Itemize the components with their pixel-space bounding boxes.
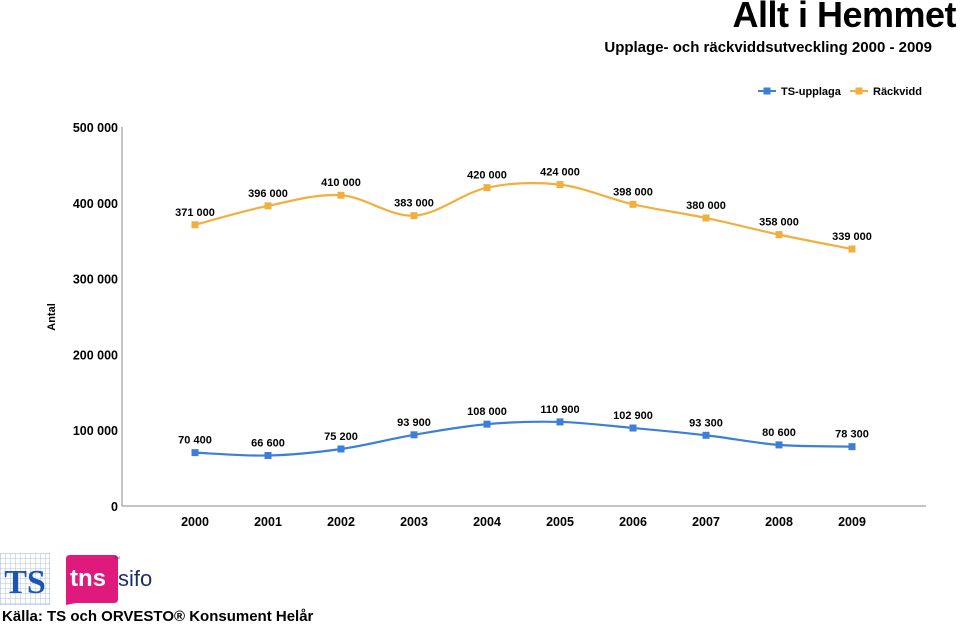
ts-logo: TS [0,553,50,605]
data-point [483,184,491,192]
data-point [264,202,272,210]
source-note: Källa: TS och ORVESTO® Konsument Helår [2,608,314,625]
y-axis-label: Antal [46,303,58,331]
legend-label: TS-upplaga [781,86,842,98]
data-point [629,200,637,208]
data-point [556,181,564,189]
data-point [848,245,856,253]
y-tick-label: 400 000 [73,197,118,211]
data-point [556,418,564,426]
data-label: 358 000 [759,217,799,229]
data-point [702,431,710,439]
data-label: 108 000 [467,406,507,418]
data-label: 420 000 [467,170,507,182]
data-label: 80 600 [762,427,796,439]
data-label: 70 400 [178,435,212,447]
data-point [264,452,272,460]
y-tick-label: 100 000 [73,424,118,438]
y-tick-label: 0 [111,500,118,514]
x-tick-label: 2006 [619,515,647,529]
legend-label: Räckvidd [873,86,922,98]
data-point [337,191,345,199]
data-label: 410 000 [321,177,361,189]
x-tick-label: 2009 [838,515,866,529]
x-tick-label: 2002 [327,515,355,529]
page-subtitle: Upplage- och räckviddsutveckling 2000 - … [604,39,932,56]
series-line [194,181,853,251]
svg-text:tns: tns [70,565,106,592]
series-ts-upplaga: 70 400 66 600 75 200 93 900 108 000 110 900 10… [178,404,869,460]
data-label: 396 000 [248,188,288,200]
series-layer: 70 400 66 600 75 200 93 900 108 000 110 900 10… [175,167,872,460]
data-label: 93 300 [689,417,723,429]
data-point [629,424,637,432]
data-point [191,221,199,229]
data-label: 339 000 [832,231,872,243]
data-label: 102 900 [613,410,653,422]
legend-item: TS-upplaga [758,86,842,98]
tns-sifo-logo: tns sifo TM [66,555,152,605]
legend-item: Räckvidd [850,86,922,98]
data-point [410,212,418,220]
svg-text:sifo: sifo [118,566,152,591]
data-label: 383 000 [394,198,434,210]
data-label: 93 900 [397,417,431,429]
ts-logo-text: TS [4,564,46,601]
data-point [410,431,418,439]
chart-legend: TS-upplaga Räckvidd [758,86,922,98]
x-tick-label: 2004 [473,515,501,529]
x-tick-label: 2001 [254,515,282,529]
x-tick-label: 2008 [765,515,793,529]
data-point [702,214,710,222]
x-tick-label: 2007 [692,515,720,529]
x-tick-label: 2005 [546,515,574,529]
data-label: 380 000 [686,200,726,212]
x-axis: 2000 2001 2002 2003 2004 2005 2006 2007 2008 2009 [122,505,926,529]
series-r-ckvidd: 371 000 396 000 410 000 383 000 420 000 424 0… [175,167,872,253]
data-label: 424 000 [540,167,580,179]
svg-text:TM: TM [114,555,120,560]
data-label: 371 000 [175,207,215,219]
data-label: 110 900 [540,404,579,416]
data-label: 78 300 [835,429,869,441]
data-point [191,449,199,457]
series-line [194,420,853,457]
line-chart: TS-upplaga Räckvidd 0 100 000 200 000 300 00… [46,86,926,529]
page-title: Allt i Hemmet [732,0,956,35]
y-tick-label: 200 000 [73,348,118,362]
data-point [775,231,783,239]
y-tick-label: 500 000 [73,121,118,135]
data-label: 75 200 [324,431,358,443]
data-label: 398 000 [613,186,653,198]
x-tick-label: 2003 [400,515,428,529]
data-point [848,443,856,451]
legend-swatch-marker [763,87,771,95]
legend-swatch-marker [855,87,863,95]
x-tick-label: 2000 [181,515,209,529]
y-axis: 0 100 000 200 000 300 000 400 000 500 000 [73,121,123,514]
data-point [483,420,491,428]
data-point [775,441,783,449]
data-label: 66 600 [251,438,285,450]
data-point [337,445,345,453]
y-tick-label: 300 000 [73,273,118,287]
